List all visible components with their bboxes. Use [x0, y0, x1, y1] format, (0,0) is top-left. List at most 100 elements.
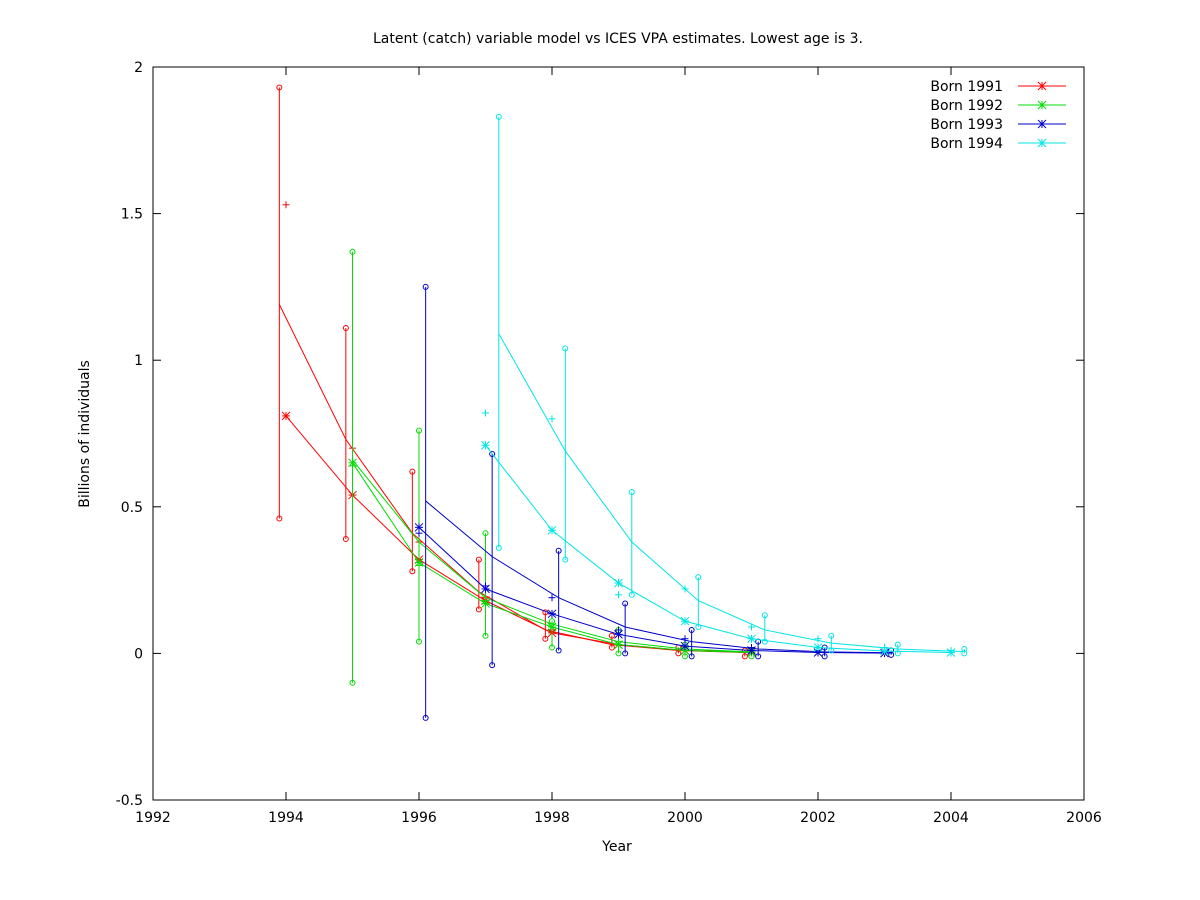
ci-upper-point — [409, 468, 416, 475]
vpa-point — [747, 634, 756, 644]
legend-marker-d2 — [1037, 100, 1047, 110]
ci-lower-point — [628, 591, 635, 598]
legend-entry: Born 1993 — [930, 117, 1066, 133]
legend-marker — [1037, 119, 1047, 129]
vpa-line — [418, 526, 885, 654]
vpa-line — [485, 444, 952, 654]
ci-upper-point — [482, 530, 489, 537]
ci-lower-point — [542, 635, 549, 642]
legend-marker — [1037, 81, 1047, 91]
x-tick-label: 1996 — [401, 810, 437, 826]
legend-label: Born 1991 — [930, 79, 1003, 95]
y-tick-label: 2 — [134, 60, 143, 76]
ci-lower-point — [961, 650, 968, 657]
ci-lower-point — [482, 632, 489, 639]
ci-upper-point — [422, 283, 429, 290]
ci-lower-point — [495, 544, 502, 551]
series-3 — [414, 283, 895, 721]
plus-point — [881, 644, 888, 652]
vpa-point-d2 — [614, 629, 623, 639]
vpa-point — [281, 411, 291, 421]
plus-point — [615, 591, 622, 599]
legend-label: Born 1994 — [930, 136, 1003, 152]
vpa-point — [547, 609, 557, 619]
y-axis-label: Billions of individuals — [77, 360, 93, 508]
ci-upper-point — [416, 427, 422, 434]
model-line — [278, 304, 745, 654]
series-2 — [348, 248, 756, 686]
ci-lower-point — [682, 653, 688, 660]
plus-point — [548, 594, 556, 602]
y-tick-label: 0 — [134, 646, 143, 662]
plus-point — [548, 415, 556, 423]
legend: Born 1991 Born 1992 Born 1993 Born 1994 — [930, 79, 1066, 152]
ci-upper-point — [495, 113, 502, 120]
x-tick-label: 1998 — [534, 810, 570, 826]
plus-point — [615, 626, 622, 634]
vpa-point-d2 — [414, 522, 424, 532]
ci-upper-point — [695, 574, 702, 581]
ci-upper-point — [475, 556, 482, 563]
ci-lower-point — [622, 650, 629, 657]
series-4 — [481, 113, 968, 657]
plus-point — [681, 635, 689, 643]
chart-title: Latent (catch) variable model vs ICES VP… — [373, 31, 863, 47]
ci-upper-point — [622, 600, 629, 607]
model-line — [425, 500, 892, 654]
legend-label: Born 1993 — [930, 117, 1003, 133]
vpa-point-d2 — [880, 646, 889, 656]
ci-lower-point — [695, 624, 702, 631]
model-line — [498, 333, 965, 653]
ci-lower-point — [608, 644, 615, 651]
ci-lower-point — [761, 638, 768, 645]
plus-point — [681, 585, 689, 593]
ci-upper-point — [608, 632, 615, 639]
ci-upper-point — [549, 618, 555, 625]
x-tick-label: 2000 — [667, 810, 703, 826]
ci-lower-point — [821, 653, 828, 660]
ci-lower-point — [828, 647, 835, 654]
vpa-point — [813, 643, 823, 652]
plus-point — [482, 409, 489, 417]
legend-entry: Born 1994 — [930, 136, 1066, 152]
ci-lower-point — [755, 653, 762, 660]
vpa-point-d2 — [680, 616, 690, 626]
plus-point — [282, 201, 290, 209]
legend-entry: Born 1991 — [930, 79, 1066, 95]
ci-upper-point — [961, 646, 968, 653]
ci-upper-point — [276, 84, 283, 91]
ci-lower-point — [416, 638, 422, 645]
y-tick-label: 1.5 — [121, 207, 143, 223]
ci-lower-point — [562, 556, 569, 563]
legend-marker-d2 — [1037, 81, 1047, 91]
x-tick-label: 2006 — [1066, 810, 1102, 826]
ci-lower-point — [615, 650, 622, 657]
series-1 — [276, 84, 756, 660]
plus-point — [748, 644, 755, 652]
ci-lower-point — [422, 714, 429, 721]
x-tick-label: 1994 — [268, 810, 304, 826]
vpa-point-d2 — [481, 440, 490, 450]
ci-lower-point — [409, 568, 416, 575]
ci-upper-point — [688, 626, 695, 633]
ci-lower-point — [675, 650, 682, 657]
ci-lower-point — [475, 606, 482, 613]
ci-lower-point — [549, 644, 555, 651]
ci-upper-point — [828, 632, 835, 639]
y-tick-label: 1 — [134, 353, 143, 369]
ci-upper-point — [349, 248, 356, 255]
ci-upper-point — [761, 612, 768, 619]
vpa-point — [680, 616, 690, 626]
vpa-point — [614, 578, 623, 588]
plot-area: 1992 1994 1996 1998 2000 2002 2004 2006 -0.5 0 0.5… — [116, 60, 1102, 826]
plus-point — [814, 635, 822, 643]
vpa-line — [285, 415, 752, 653]
ci-lower-point — [555, 647, 562, 654]
vpa-point — [680, 641, 690, 651]
ci-upper-point — [489, 451, 496, 458]
plot-frame — [152, 66, 1085, 801]
vpa-point-d2 — [614, 578, 623, 588]
plus-point — [748, 623, 755, 631]
x-tick-label: 2002 — [800, 810, 836, 826]
